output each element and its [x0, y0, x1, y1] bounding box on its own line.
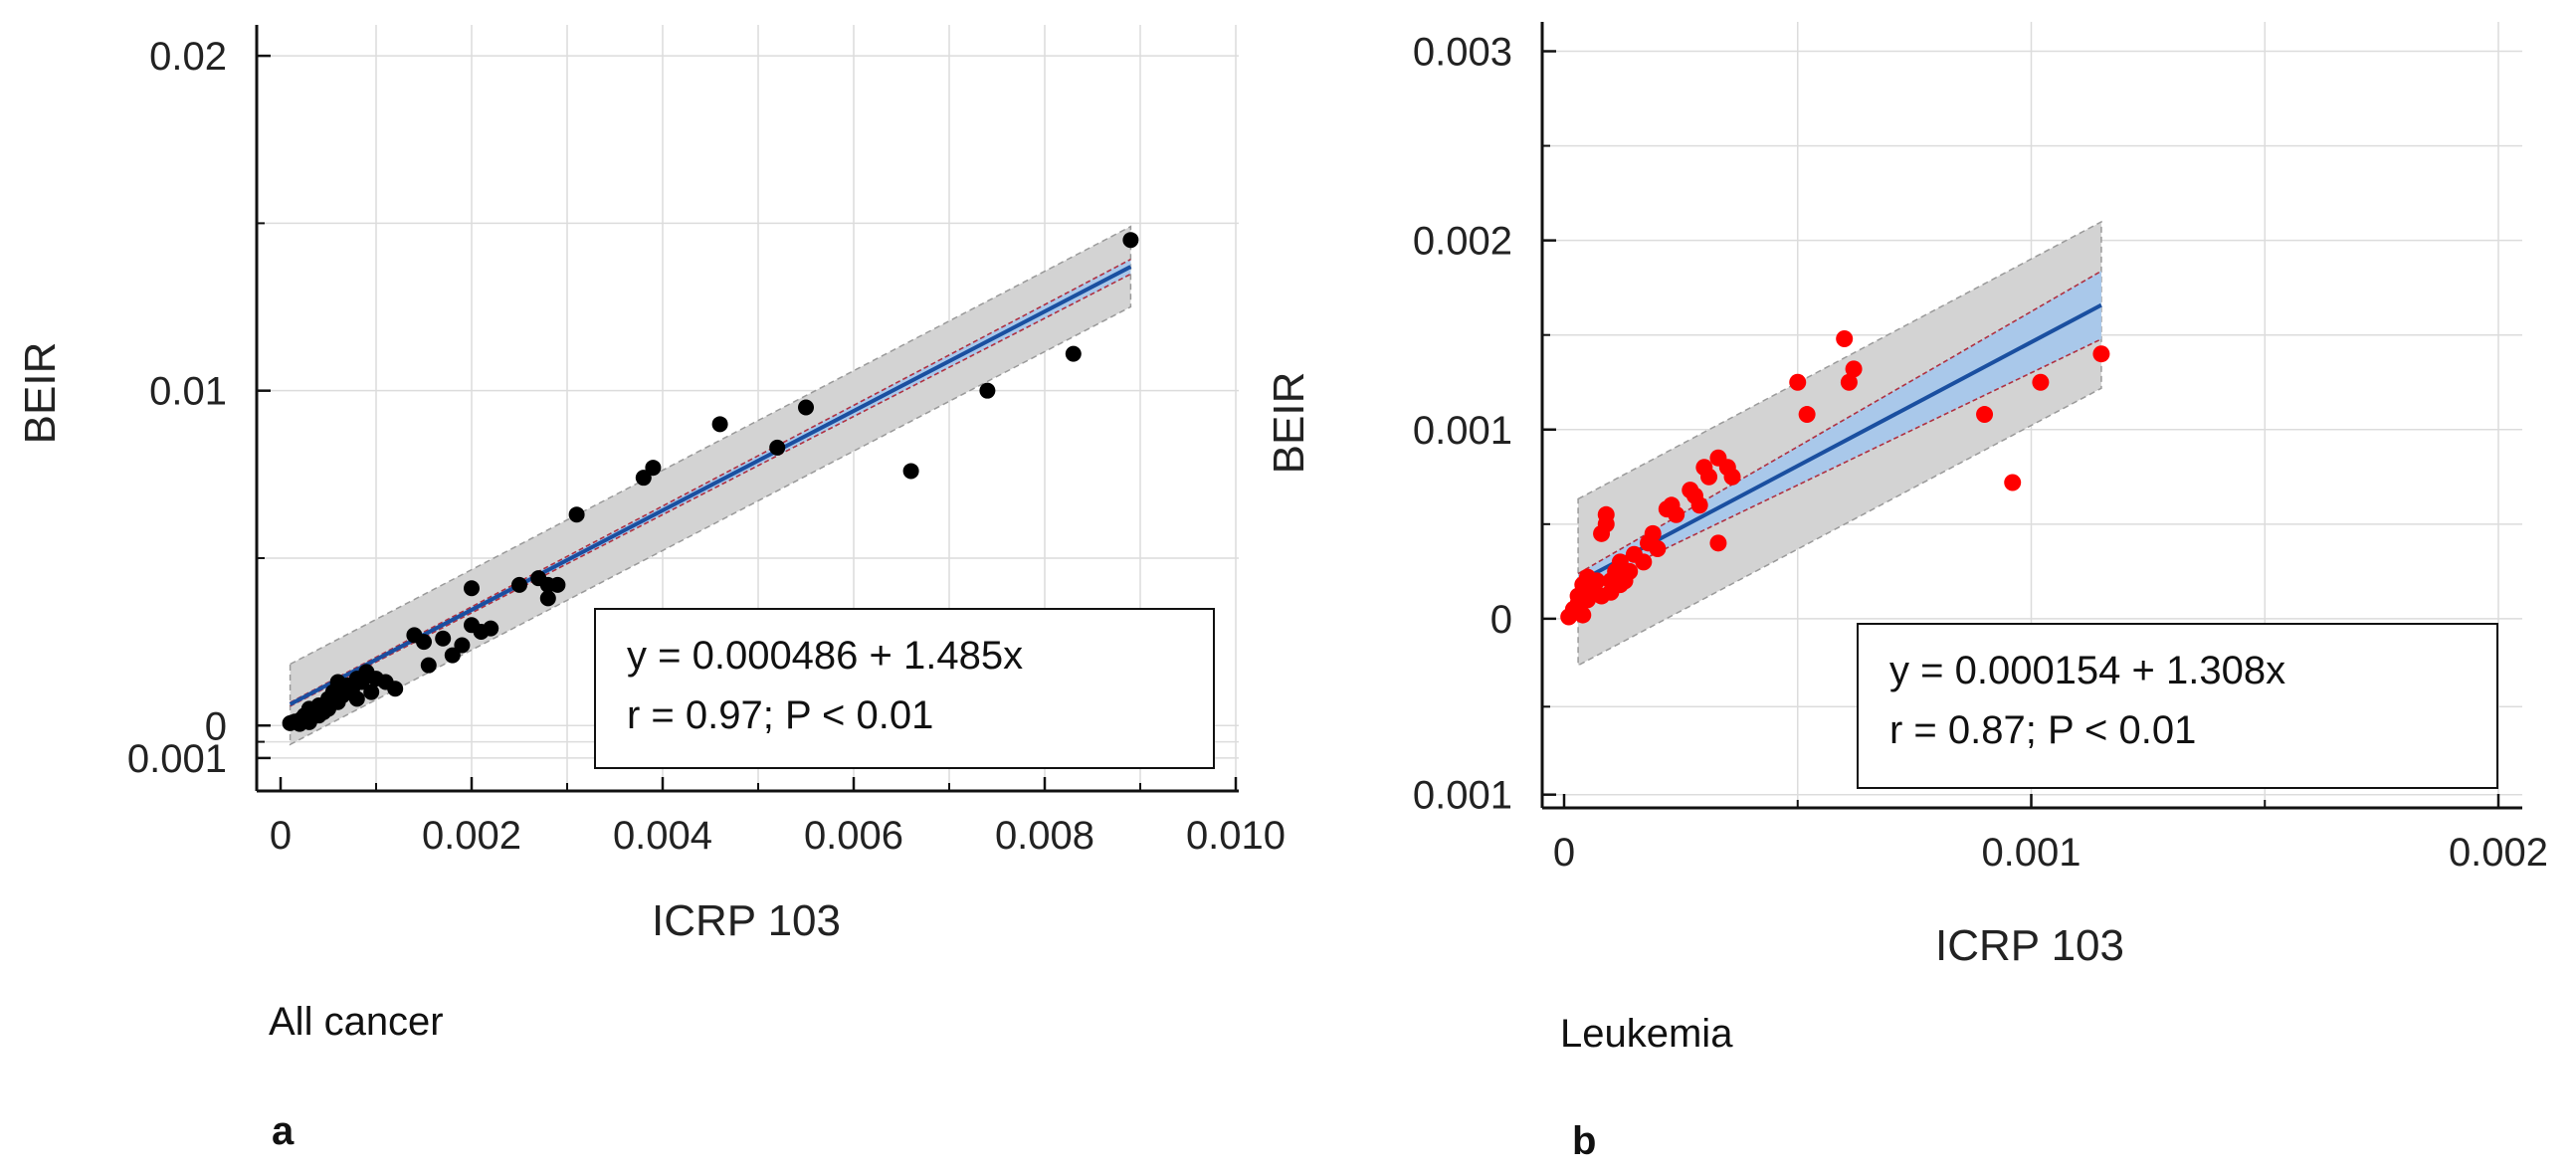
- x-tick-label: 0: [270, 814, 292, 858]
- y-tick-label: 0.001: [127, 737, 227, 781]
- data-point: [1723, 468, 1741, 486]
- regression-equation-a: y = 0.000486 + 1.485x: [627, 634, 1023, 678]
- data-point: [2004, 474, 2022, 491]
- data-point: [444, 647, 461, 664]
- data-point: [1709, 534, 1727, 552]
- x-tick-label: 0.002: [422, 814, 521, 858]
- caption-all-cancer: All cancer: [269, 1000, 444, 1044]
- x-axis-title-a: ICRP 103: [652, 896, 841, 945]
- x-tick-label: 0.001: [1981, 831, 2081, 875]
- data-point: [1065, 345, 1082, 362]
- data-point: [1588, 572, 1606, 590]
- confidence-lower-a: [290, 273, 1131, 707]
- data-point: [1836, 329, 1854, 347]
- data-point: [769, 439, 786, 456]
- y-tick-label: 0.002: [1413, 220, 1512, 264]
- regression-line-b: [1577, 302, 2102, 584]
- points-b: [1560, 329, 2110, 626]
- y-tick-label: 0.001: [1413, 774, 1512, 818]
- data-point: [348, 690, 365, 707]
- data-point: [1574, 606, 1592, 624]
- data-point: [1668, 505, 1685, 523]
- data-point: [2092, 345, 2110, 363]
- data-point: [1122, 232, 1139, 249]
- panel-letter-b: b: [1572, 1119, 1596, 1163]
- data-point: [464, 580, 480, 597]
- regression-stats-b: r = 0.87; P < 0.01: [1889, 708, 2196, 752]
- chart-panel-b: 0.003 0.002 0.001 0 0.001 0 0.001 0.002 BEIR ICRP…: [1265, 22, 2548, 970]
- data-point: [1789, 373, 1807, 391]
- y-tick-label: 0: [205, 704, 227, 748]
- data-point: [1597, 505, 1615, 523]
- data-point: [416, 634, 432, 651]
- x-tick-label: 0.006: [804, 814, 903, 858]
- data-point: [420, 657, 437, 674]
- regression-stats-a: r = 0.97; P < 0.01: [627, 693, 933, 737]
- equation-box-a: [594, 608, 1215, 769]
- x-axis-title-b: ICRP 103: [1935, 921, 2124, 970]
- data-point: [645, 460, 662, 477]
- confidence-upper-a: [290, 258, 1131, 703]
- x-tick-label: 0.004: [613, 814, 712, 858]
- caption-leukemia: Leukemia: [1560, 1012, 1733, 1056]
- data-point: [798, 399, 814, 416]
- x-tick-label: 0: [1553, 831, 1575, 875]
- y-tick-label: 0.003: [1413, 31, 1512, 75]
- x-tick-label: 0.002: [2449, 831, 2548, 875]
- data-point: [1798, 406, 1816, 424]
- data-point: [1700, 468, 1718, 486]
- y-axis-title-a: BEIR: [16, 342, 65, 445]
- data-point: [2032, 373, 2050, 391]
- points-a: [282, 232, 1139, 732]
- data-point: [1690, 496, 1708, 514]
- x-tick-label: 0.010: [1186, 814, 1286, 858]
- regression-equation-b: y = 0.000154 + 1.308x: [1889, 649, 2285, 692]
- data-point: [387, 681, 404, 697]
- equation-box-b: [1857, 623, 2498, 789]
- data-point: [979, 382, 996, 399]
- confidence-upper-b: [1577, 270, 2102, 575]
- data-point: [435, 630, 452, 647]
- data-point: [902, 463, 919, 480]
- y-tick-label: 0.001: [1413, 409, 1512, 453]
- data-point: [483, 620, 499, 637]
- data-point: [1976, 406, 1994, 424]
- data-point: [549, 576, 566, 593]
- y-tick-label: 0: [1490, 598, 1512, 642]
- data-point: [539, 590, 556, 607]
- regression-line-a: [289, 265, 1132, 706]
- panel-letter-a: a: [272, 1109, 295, 1153]
- data-point: [363, 684, 380, 700]
- data-point: [1649, 540, 1667, 558]
- data-point: [511, 576, 527, 593]
- y-tick-label: 0.02: [149, 35, 227, 79]
- y-tick-label: 0.01: [149, 370, 227, 414]
- y-axis-title-b: BEIR: [1265, 372, 1313, 475]
- x-tick-label: 0.008: [995, 814, 1094, 858]
- data-point: [1840, 373, 1858, 391]
- data-point: [1845, 360, 1863, 378]
- data-point: [1635, 553, 1653, 571]
- data-point: [568, 506, 585, 523]
- data-point: [454, 637, 471, 654]
- data-point: [1644, 524, 1662, 542]
- data-point: [1621, 562, 1639, 580]
- data-point: [635, 470, 652, 487]
- data-point: [711, 416, 728, 433]
